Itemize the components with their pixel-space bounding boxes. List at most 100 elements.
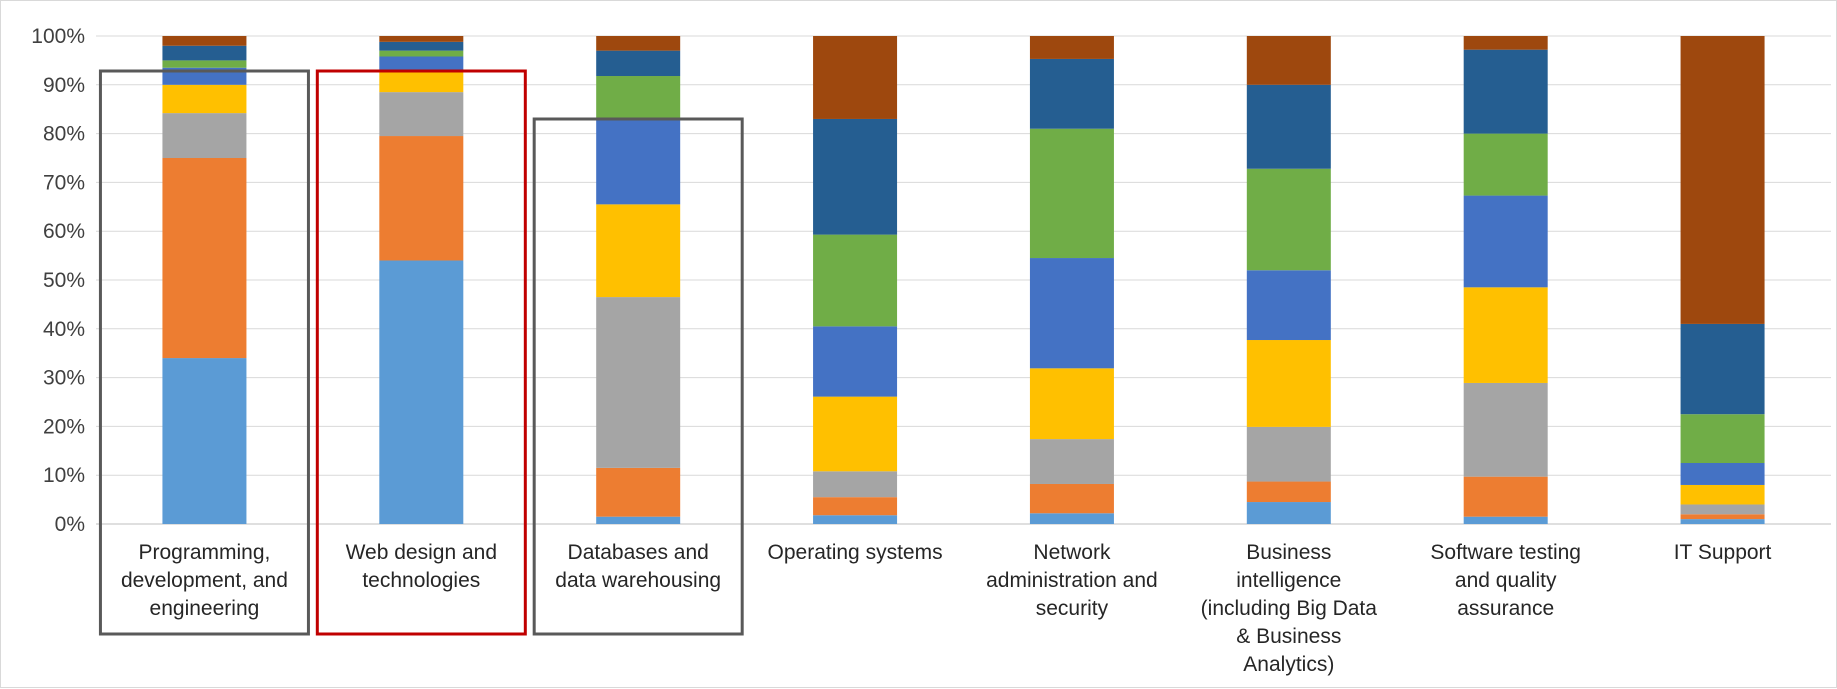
y-tick-label: 90%	[43, 74, 85, 97]
bar-stack	[1029, 36, 1114, 524]
bar-segment	[162, 45, 247, 61]
bar-segment	[596, 516, 681, 524]
bar-segment	[162, 158, 247, 359]
bar-segment	[1463, 195, 1548, 288]
bar-segment	[1246, 84, 1331, 169]
bar-segment	[813, 118, 898, 235]
bar-segment	[813, 515, 898, 524]
bar-segment	[1029, 58, 1114, 129]
bar-segment	[1246, 502, 1331, 524]
bar-segment	[1246, 340, 1331, 427]
bar-segment	[596, 50, 681, 77]
bar-segment	[1029, 36, 1114, 59]
y-tick-label: 30%	[43, 367, 85, 390]
bar-segment	[1463, 382, 1548, 477]
bar-segment	[1029, 128, 1114, 259]
bar-segment	[596, 36, 681, 51]
x-category-label: IT Support	[1674, 541, 1772, 564]
bar-segment	[1463, 516, 1548, 524]
x-category-label: Software testing and quality assurance	[1430, 541, 1581, 620]
highlight-box	[98, 69, 310, 636]
bar-segment	[1029, 368, 1114, 440]
bar-stack	[596, 36, 681, 524]
highlight-box	[315, 69, 527, 636]
bar-segment	[1463, 287, 1548, 383]
bar-segment	[1680, 504, 1765, 515]
bar-segment	[1246, 36, 1331, 85]
bar-segment	[596, 118, 681, 205]
bar-segment	[1463, 476, 1548, 517]
bar-segment	[379, 36, 464, 42]
y-tick-label: 80%	[43, 123, 85, 146]
bar-stack	[1680, 36, 1765, 524]
x-axis-labels: Programming, development, and engineering W…	[121, 541, 1772, 676]
bar-segment	[1680, 414, 1765, 463]
x-category-label: Operating systems	[768, 541, 943, 564]
gridlines	[96, 35, 1831, 525]
y-axis-ticks: 0% 10% 20% 30% 40% 50% 60% 70% 80% 90% 100%	[31, 25, 85, 536]
highlight-box	[532, 117, 744, 636]
bar-segment	[1246, 168, 1331, 271]
bar-segment	[813, 326, 898, 397]
bar-segment	[1680, 484, 1765, 505]
bar-segment	[1246, 481, 1331, 503]
bar-segment	[162, 60, 247, 68]
y-tick-label: 60%	[43, 220, 85, 243]
bar-segment	[813, 471, 898, 498]
bar-segment	[1029, 439, 1114, 484]
bar-stack	[1246, 36, 1331, 524]
bar-segment	[1246, 270, 1331, 341]
bar-segment	[596, 204, 681, 298]
y-tick-label: 40%	[43, 318, 85, 341]
y-tick-label: 100%	[31, 25, 85, 48]
highlight-boxes	[98, 69, 744, 636]
bar-segment	[379, 92, 464, 137]
bar-segment	[1680, 514, 1765, 520]
bar-segment	[1680, 323, 1765, 415]
bar-stack	[1463, 36, 1548, 524]
bar-segment	[162, 84, 247, 114]
bar-segment	[813, 234, 898, 327]
x-category-label: Databases and data warehousing	[555, 541, 721, 592]
bar-stack	[379, 36, 464, 524]
bar-segment	[813, 396, 898, 472]
bar-segment	[379, 260, 464, 524]
bar-segment	[1029, 513, 1114, 524]
bar-segment	[813, 497, 898, 516]
bar-segment	[1463, 133, 1548, 196]
bar-segment	[379, 41, 464, 51]
bar-segment	[162, 113, 247, 158]
bar-segment	[1680, 463, 1765, 485]
bar-segment	[379, 50, 464, 57]
bar-segment	[1680, 36, 1765, 324]
bar-segment	[596, 467, 681, 517]
bar-segment	[379, 56, 464, 71]
bar-segment	[1029, 258, 1114, 369]
bar-segment	[379, 136, 464, 261]
bar-segment	[1463, 36, 1548, 50]
y-tick-label: 70%	[43, 171, 85, 194]
x-category-label: Web design and technologies	[346, 541, 497, 592]
y-tick-label: 10%	[43, 464, 85, 487]
bar-segment	[1029, 483, 1114, 514]
x-category-label: Network administration and security	[986, 541, 1158, 620]
bar-segment	[596, 297, 681, 468]
bar-segment	[1463, 49, 1548, 134]
bar-segment	[379, 70, 464, 93]
bar-segment	[813, 36, 898, 119]
bar-stack	[162, 36, 247, 524]
bars	[162, 36, 1765, 524]
bar-stack	[813, 36, 898, 524]
bar-segment	[162, 358, 247, 524]
bar-segment	[1680, 519, 1765, 524]
y-tick-label: 20%	[43, 415, 85, 438]
bar-segment	[596, 76, 681, 119]
y-tick-label: 0%	[55, 513, 85, 536]
x-category-label: Programming, development, and engineering	[121, 541, 288, 620]
bar-segment	[162, 36, 247, 46]
x-category-label: Business intelligence (including Big Data &…	[1201, 541, 1378, 676]
bar-segment	[1246, 426, 1331, 482]
y-tick-label: 50%	[43, 269, 85, 292]
